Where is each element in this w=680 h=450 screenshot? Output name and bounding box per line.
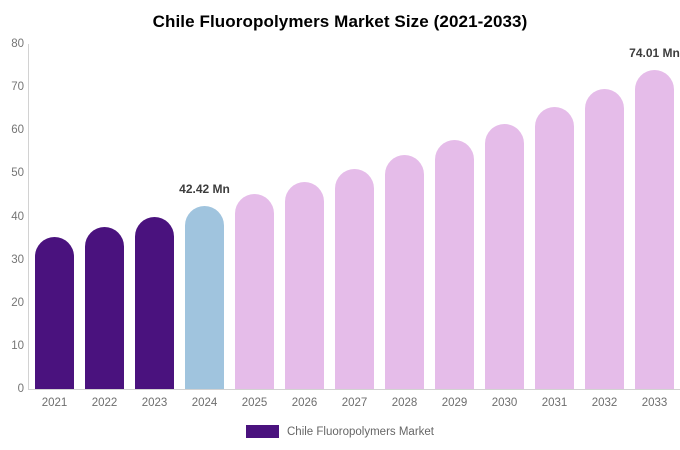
y-tick-80: 80 bbox=[11, 38, 24, 50]
bar-2031[interactable] bbox=[535, 107, 574, 389]
bar-slot-2028 bbox=[385, 44, 424, 389]
bar-2028[interactable] bbox=[385, 155, 424, 389]
bar-slot-2023 bbox=[135, 44, 174, 389]
bar-slot-2027 bbox=[335, 44, 374, 389]
annotation-2024: 42.42 Mn bbox=[179, 182, 230, 196]
bar-2023[interactable] bbox=[135, 217, 174, 389]
y-tick-50: 50 bbox=[11, 167, 24, 180]
bar-slot-2033: 74.01 Mn bbox=[629, 44, 680, 389]
x-label-2032: 2032 bbox=[591, 397, 618, 409]
x-label-2030: 2030 bbox=[491, 397, 518, 409]
bar-2032[interactable] bbox=[585, 89, 624, 389]
bar-2026[interactable] bbox=[285, 182, 324, 389]
bar-slot-2022 bbox=[85, 44, 124, 389]
x-axis-labels: 2021 2022 2023 2024 2025 2026 2027 2028 2029 2030… bbox=[29, 397, 680, 409]
bar-slot-2026 bbox=[285, 44, 324, 389]
y-tick-10: 10 bbox=[11, 339, 24, 352]
y-tick-30: 30 bbox=[11, 253, 24, 266]
legend: Chile Fluoropolymers Market bbox=[0, 425, 680, 438]
bar-2027[interactable] bbox=[335, 169, 374, 389]
legend-label: Chile Fluoropolymers Market bbox=[287, 425, 434, 438]
x-label-2028: 2028 bbox=[391, 397, 418, 409]
x-label-2024: 2024 bbox=[191, 397, 218, 409]
x-label-2027: 2027 bbox=[341, 397, 368, 409]
bar-slot-2024: 42.42 Mn bbox=[179, 44, 230, 389]
x-label-2033: 2033 bbox=[641, 397, 668, 409]
bar-slot-2021 bbox=[35, 44, 74, 389]
plot-area: 42.42 Mn 74.01 Mn bbox=[29, 44, 680, 389]
x-axis-line bbox=[28, 389, 680, 390]
bar-2025[interactable] bbox=[235, 194, 274, 389]
chart-title: Chile Fluoropolymers Market Size (2021-2… bbox=[152, 12, 528, 31]
bar-slot-2032 bbox=[585, 44, 624, 389]
y-tick-0: 0 bbox=[17, 383, 24, 395]
bar-slot-2031 bbox=[535, 44, 574, 389]
bar-2029[interactable] bbox=[435, 140, 474, 389]
bar-2033[interactable] bbox=[635, 70, 674, 389]
x-label-2031: 2031 bbox=[541, 397, 568, 409]
bar-2030[interactable] bbox=[485, 124, 524, 389]
y-tick-70: 70 bbox=[11, 81, 24, 94]
annotation-2033: 74.01 Mn bbox=[629, 46, 680, 60]
bar-2024[interactable] bbox=[185, 206, 224, 389]
bar-slot-2025 bbox=[235, 44, 274, 389]
x-label-2029: 2029 bbox=[441, 397, 468, 409]
y-tick-40: 40 bbox=[11, 210, 24, 223]
bar-2021[interactable] bbox=[35, 237, 74, 389]
y-axis-line bbox=[28, 44, 29, 389]
x-label-2022: 2022 bbox=[91, 397, 118, 409]
x-label-2021: 2021 bbox=[41, 397, 68, 409]
legend-swatch bbox=[246, 425, 279, 438]
y-tick-60: 60 bbox=[11, 124, 24, 137]
bar-slot-2029 bbox=[435, 44, 474, 389]
x-label-2025: 2025 bbox=[241, 397, 268, 409]
x-label-2023: 2023 bbox=[141, 397, 168, 409]
bar-slot-2030 bbox=[485, 44, 524, 389]
x-label-2026: 2026 bbox=[291, 397, 318, 409]
y-tick-20: 20 bbox=[11, 296, 24, 309]
bar-2022[interactable] bbox=[85, 227, 124, 389]
